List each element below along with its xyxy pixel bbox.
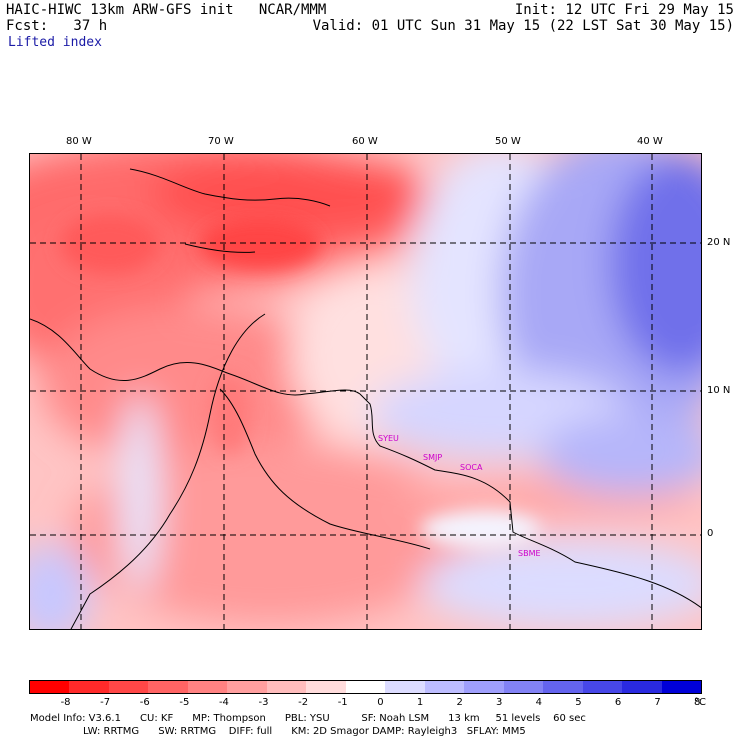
- model-info-line1: Model Info: V3.6.1 CU: KF MP: Thompson P…: [30, 713, 586, 724]
- colorbar: [29, 680, 702, 694]
- lat-label-10n: 10 N: [707, 385, 731, 396]
- colorbar-tick-label: -7: [100, 697, 111, 708]
- map-canvas: SYEU SMJP SOCA SBME: [30, 154, 701, 629]
- colorbar-unit: °C: [694, 697, 706, 708]
- colorbar-swatch: [582, 681, 623, 693]
- colorbar-swatch: [148, 681, 188, 693]
- model-info-line2: LW: RRTMG SW: RRTMG DIFF: full KM: 2D Sm…: [83, 726, 526, 737]
- colorbar-tick-label: -1: [337, 697, 348, 708]
- colorbar-tick-label: 8: [694, 697, 701, 708]
- station-label: SOCA: [460, 463, 483, 472]
- lifted-index-map: SYEU SMJP SOCA SBME: [29, 153, 702, 630]
- lat-label-20n: 20 N: [707, 237, 731, 248]
- colorbar-swatch: [187, 681, 228, 693]
- colorbar-tick-label: 1: [416, 697, 424, 708]
- station-labels: SYEU SMJP SOCA SBME: [378, 434, 541, 558]
- colorbar-swatch: [227, 681, 267, 693]
- colorbar-tick-label: -8: [60, 697, 71, 708]
- colorbar-swatch: [266, 681, 307, 693]
- colorbar-swatch: [345, 681, 386, 693]
- colorbar-tick-label: 3: [496, 697, 503, 708]
- lon-label-40w: 40 W: [637, 136, 663, 147]
- colorbar-swatch: [424, 681, 465, 693]
- colorbar-tick-label: 4: [535, 697, 543, 708]
- header-title: HAIC-HIWC 13km ARW-GFS init NCAR/MMM: [6, 2, 327, 18]
- coastlines: [30, 168, 701, 629]
- colorbar-swatch: [30, 681, 70, 693]
- lon-label-50w: 50 W: [495, 136, 521, 147]
- colorbar-tick-label: -4: [218, 697, 229, 708]
- colorbar-tick-label: -6: [139, 697, 150, 708]
- lat-label-0: 0: [707, 528, 714, 539]
- colorbar-tick-label: -5: [179, 697, 190, 708]
- colorbar-tick-label: 5: [575, 697, 582, 708]
- colorbar-swatch: [622, 681, 662, 693]
- colorbar-swatch: [661, 681, 701, 693]
- lat-lon-grid: [30, 154, 701, 629]
- init-time: Init: 12 UTC Fri 29 May 15: [514, 2, 734, 18]
- station-label: SMJP: [423, 453, 442, 462]
- colorbar-swatch: [503, 681, 544, 693]
- field-name: Lifted index: [8, 35, 102, 50]
- colorbar-tick-label: 2: [456, 697, 463, 708]
- colorbar-tick-label: 7: [654, 697, 661, 708]
- colorbar-swatch: [543, 681, 583, 693]
- colorbar-swatch: [464, 681, 504, 693]
- station-label: SBME: [518, 549, 541, 558]
- colorbar-swatch: [69, 681, 109, 693]
- colorbar-tick-label: -2: [298, 697, 309, 708]
- lon-label-80w: 80 W: [66, 136, 92, 147]
- colorbar-tick-label: 6: [614, 697, 622, 708]
- station-label: SYEU: [378, 434, 399, 443]
- colorbar-tick-label: -3: [258, 697, 269, 708]
- lon-label-70w: 70 W: [208, 136, 234, 147]
- colorbar-swatch: [306, 681, 346, 693]
- colorbar-swatch: [385, 681, 425, 693]
- colorbar-swatch: [108, 681, 149, 693]
- lon-label-60w: 60 W: [352, 136, 378, 147]
- valid-time: Valid: 01 UTC Sun 31 May 15 (22 LST Sat …: [312, 18, 734, 34]
- colorbar-tick-label: 0: [377, 697, 384, 708]
- forecast-hour: Fcst: 37 h: [6, 18, 108, 34]
